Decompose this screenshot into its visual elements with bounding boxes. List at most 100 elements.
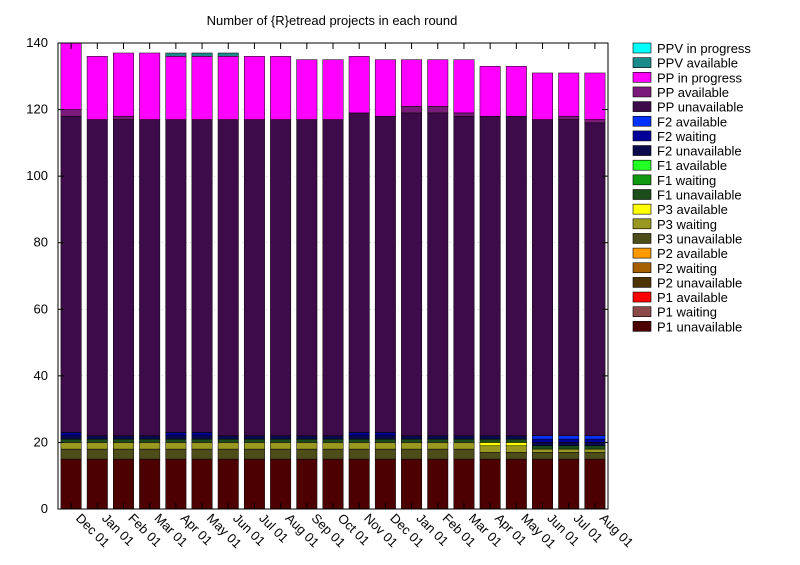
legend-label: PPV in progress	[657, 41, 751, 56]
bar-segment	[60, 115, 82, 433]
bar-segment	[532, 435, 553, 440]
bar-segment	[558, 445, 580, 450]
y-tick-label: 60	[34, 301, 48, 316]
bar-segment	[60, 432, 82, 437]
bar-segment	[348, 438, 370, 443]
bar-segment	[296, 59, 318, 120]
bar-segment	[584, 122, 606, 437]
bar-stack	[427, 59, 449, 510]
bar-segment	[191, 435, 213, 440]
bar-segment	[401, 59, 423, 107]
bar-segment	[505, 66, 527, 117]
y-tick-label: 40	[34, 368, 48, 383]
bar-segment	[243, 438, 265, 443]
bar-segment	[322, 119, 344, 437]
legend-label: P2 unavailable	[657, 275, 742, 290]
bar-stack	[243, 56, 265, 510]
y-tick-label: 140	[26, 35, 48, 50]
bar-segment	[558, 72, 580, 117]
legend-label: F1 waiting	[657, 173, 716, 188]
bar-segment	[191, 438, 213, 443]
bar-segment	[427, 105, 449, 114]
legend-label: PPV available	[657, 56, 738, 71]
bar-segment	[217, 119, 239, 437]
bar-segment	[427, 112, 449, 437]
bar-segment	[558, 115, 580, 120]
bar-stack	[296, 59, 318, 510]
bar-segment	[401, 435, 423, 440]
bar-segment	[139, 448, 161, 460]
bar-segment	[217, 442, 239, 450]
bar-segment	[217, 458, 239, 510]
bar-segment	[558, 438, 580, 443]
legend-swatch	[632, 262, 652, 274]
bar-segment	[532, 448, 553, 453]
bar-segment	[374, 115, 396, 433]
bar-segment	[60, 42, 82, 110]
bar-segment	[243, 448, 265, 460]
legend-label: F1 available	[657, 158, 727, 173]
y-tick-label: 80	[34, 235, 48, 250]
legend-label: P3 available	[657, 202, 728, 217]
legend-swatch	[632, 130, 652, 142]
bar-segment	[401, 112, 423, 437]
legend-swatch	[632, 72, 652, 83]
bar-segment	[113, 52, 134, 117]
legend-swatch	[632, 145, 652, 156]
bar-segment	[270, 119, 292, 437]
legend-label: F2 available	[657, 114, 727, 129]
legend-swatch	[632, 189, 652, 200]
legend-swatch	[632, 57, 652, 68]
bar-segment	[322, 438, 344, 443]
bar-segment	[113, 438, 134, 443]
bar-segment	[532, 438, 553, 443]
bar-segment	[296, 458, 318, 510]
legend-swatch	[632, 277, 652, 288]
bar-segment	[348, 458, 370, 510]
bar-segment	[296, 119, 318, 437]
legend-label: P2 waiting	[657, 261, 717, 276]
bar-segment	[270, 56, 292, 120]
bar-segment	[139, 119, 161, 437]
bar-segment	[453, 115, 475, 437]
bar-segment	[505, 438, 527, 443]
bar-stack	[532, 72, 553, 510]
bar-segment	[584, 458, 606, 510]
bar-segment	[139, 458, 161, 510]
bar-segment	[401, 105, 423, 114]
bar-segment	[270, 442, 292, 450]
bar-segment	[532, 442, 553, 447]
bar-segment	[86, 448, 108, 460]
bar-segment	[505, 452, 527, 460]
bar-segment	[191, 52, 213, 57]
legend-swatch	[632, 306, 652, 318]
bar-segment	[479, 442, 501, 447]
bar-segment	[270, 458, 292, 510]
bar-segment	[348, 432, 370, 437]
bar-segment	[558, 119, 580, 437]
bar-segment	[479, 115, 501, 437]
bar-stack	[401, 59, 423, 510]
bar-segment	[243, 119, 265, 437]
bar-segment	[243, 435, 265, 440]
bar-segment	[374, 448, 396, 460]
bar-segment	[296, 438, 318, 443]
bar-segment	[374, 59, 396, 117]
bar-segment	[191, 442, 213, 450]
legend-label: F1 unavailable	[657, 188, 742, 203]
bar-segment	[584, 452, 606, 460]
bar-segment	[558, 448, 580, 453]
legend-swatch	[632, 321, 652, 332]
bar-segment	[453, 59, 475, 114]
legend-label: F2 waiting	[657, 129, 716, 144]
bar-segment	[401, 448, 423, 460]
bar-segment	[584, 448, 606, 453]
bar-segment	[139, 435, 161, 440]
legend-swatch	[632, 42, 652, 54]
bar-segment	[348, 56, 370, 114]
bar-segment	[348, 442, 370, 450]
y-tick-label: 20	[34, 434, 48, 449]
bar-stack	[165, 52, 187, 510]
